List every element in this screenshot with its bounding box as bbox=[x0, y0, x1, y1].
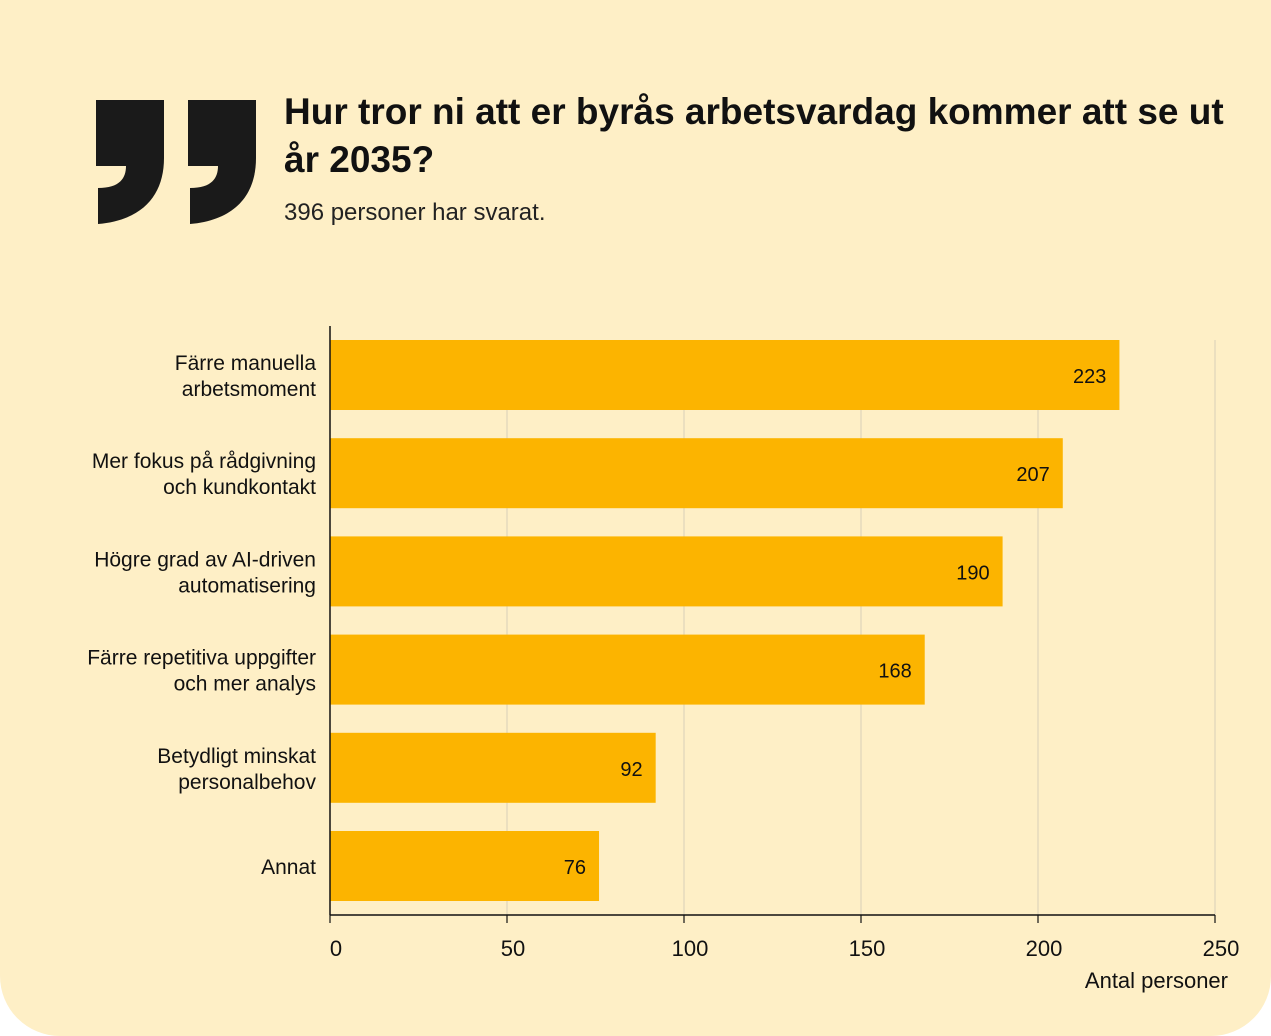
category-label: arbetsmoment bbox=[182, 378, 316, 401]
bar bbox=[330, 438, 1063, 509]
bar-value-label: 223 bbox=[1073, 366, 1106, 388]
grid-lines bbox=[329, 340, 1216, 923]
bar bbox=[330, 536, 1003, 607]
bar-value-label: 76 bbox=[564, 857, 586, 879]
category-label: automatisering bbox=[178, 574, 316, 597]
category-label: Färre manuella bbox=[175, 352, 317, 375]
bars bbox=[330, 340, 1120, 901]
x-tick-label: 150 bbox=[849, 936, 886, 961]
x-tick-label: 200 bbox=[1026, 936, 1063, 961]
x-tick-label: 250 bbox=[1203, 936, 1240, 961]
category-label: Betydligt minskat bbox=[157, 745, 316, 768]
category-label: personalbehov bbox=[178, 771, 316, 794]
bar-value-label: 92 bbox=[620, 759, 642, 781]
respondent-count: 396 personer har svarat. bbox=[284, 199, 546, 226]
bar bbox=[330, 831, 600, 901]
bar-value-label: 190 bbox=[956, 562, 989, 584]
bar bbox=[330, 634, 925, 705]
category-label: och kundkontakt bbox=[163, 476, 316, 499]
quote-mark-icon bbox=[96, 100, 256, 224]
page-title: Hur tror ni att er byrås arbetsvardag ko… bbox=[284, 91, 1224, 180]
bar bbox=[330, 732, 656, 803]
category-label: och mer analys bbox=[174, 673, 316, 696]
x-tick-label: 0 bbox=[330, 936, 342, 961]
x-axis-label: Antal personer bbox=[1085, 968, 1228, 993]
x-tick-label: 50 bbox=[501, 936, 525, 961]
category-label: Högre grad av AI-driven bbox=[94, 548, 316, 571]
category-label: Mer fokus på rådgivning bbox=[92, 450, 316, 473]
labels: 0 50 100 150 200 250 223 Färre manuella arbetsmo… bbox=[87, 352, 1239, 961]
category-label: Färre repetitiva uppgifter bbox=[87, 647, 316, 670]
bar-value-label: 168 bbox=[878, 661, 911, 683]
bar-value-label: 207 bbox=[1016, 464, 1049, 486]
bar bbox=[330, 340, 1120, 410]
category-label: Annat bbox=[261, 856, 316, 879]
x-tick-label: 100 bbox=[672, 936, 709, 961]
